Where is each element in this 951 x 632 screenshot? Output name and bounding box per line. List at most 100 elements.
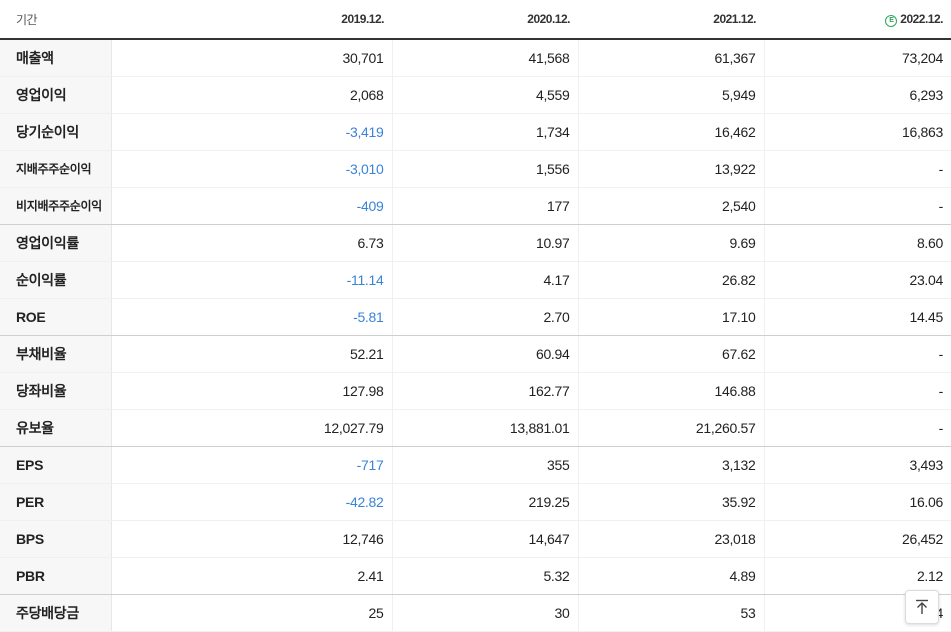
table-cell: 8.60 (764, 224, 951, 262)
table-cell: -717 (111, 446, 393, 484)
row-label: EPS (0, 446, 112, 484)
row-label: 영업이익률 (0, 224, 112, 262)
table-cell: 26,452 (764, 520, 951, 558)
table-cell: - (764, 409, 951, 447)
row-label: 주당배당금 (0, 594, 112, 632)
table-row: PER -42.82 219.25 35.92 16.06 (0, 483, 951, 521)
table-cell: -3,010 (111, 150, 393, 188)
table-cell: 4,559 (392, 76, 579, 114)
year-header: 2020.12. (392, 0, 578, 40)
table-row: BPS 12,746 14,647 23,018 26,452 (0, 520, 951, 558)
arrow-up-to-top-icon (916, 599, 928, 614)
table-cell: 4.17 (392, 261, 579, 299)
table-cell: 16,863 (764, 113, 951, 151)
table-cell: 162.77 (392, 372, 579, 410)
table-cell: 61,367 (578, 39, 765, 77)
table-cell: 13,881.01 (392, 409, 579, 447)
table-cell: 1,556 (392, 150, 579, 188)
table-row: EPS -717 355 3,132 3,493 (0, 446, 951, 484)
table-cell: -5.81 (111, 298, 393, 336)
table-row: 지배주주순이익 -3,010 1,556 13,922- (0, 150, 951, 188)
table-cell: 2.70 (392, 298, 579, 336)
table-row: PBR 2.41 5.32 4.89 2.12 (0, 557, 951, 595)
table-cell: 146.88 (578, 372, 765, 410)
table-row: 영업이익률 6.73 10.97 9.69 8.60 (0, 224, 951, 262)
table-cell: 12,027.79 (111, 409, 393, 447)
table-cell: 21,260.57 (578, 409, 765, 447)
table-cell: 23,018 (578, 520, 765, 558)
header-row: 기간 2019.12. 2020.12. 2021.12. E 2022.12. (0, 0, 951, 40)
table-row: 매출액 30,701 41,568 61,367 73,204 (0, 39, 951, 77)
row-label: PBR (0, 557, 112, 595)
table-cell: 53 (578, 594, 765, 632)
table-row: 순이익률 -11.14 4.17 26.82 23.04 (0, 261, 951, 299)
table-cell: 6.73 (111, 224, 393, 262)
table-row: 부채비율 52.21 60.94 67.62- (0, 335, 951, 373)
table-cell: 10.97 (392, 224, 579, 262)
table-cell: -42.82 (111, 483, 393, 521)
table-cell: 12,746 (111, 520, 393, 558)
year-header-estimate: E 2022.12. (764, 0, 951, 40)
table-cell: 14.45 (764, 298, 951, 336)
table-cell: 5.32 (392, 557, 579, 595)
table-row: 당좌비율 127.98 162.77 146.88- (0, 372, 951, 410)
table-row: 비지배주주순이익 -409 177 2,540- (0, 187, 951, 225)
table-cell: 41,568 (392, 39, 579, 77)
table-cell: 355 (392, 446, 579, 484)
table-cell: 23.04 (764, 261, 951, 299)
table-cell: 2.41 (111, 557, 393, 595)
table-cell: - (764, 150, 951, 188)
table-cell: 30 (392, 594, 579, 632)
row-label: 비지배주주순이익 (0, 187, 112, 225)
table-cell: - (764, 187, 951, 225)
year-header: 2019.12. (111, 0, 392, 40)
table-cell: 1,734 (392, 113, 579, 151)
table-cell: 35.92 (578, 483, 765, 521)
table-cell: 4.89 (578, 557, 765, 595)
table-cell: -409 (111, 187, 393, 225)
table-cell: 3,132 (578, 446, 765, 484)
row-label: 당좌비율 (0, 372, 112, 410)
table-cell: 67.62 (578, 335, 765, 373)
table-row: ROE -5.81 2.70 17.10 14.45 (0, 298, 951, 336)
table-cell: 73,204 (764, 39, 951, 77)
table-cell: -11.14 (111, 261, 393, 299)
table-cell: 26.82 (578, 261, 765, 299)
row-label: 순이익률 (0, 261, 112, 299)
table-cell: -3,419 (111, 113, 393, 151)
table-cell: 30,701 (111, 39, 393, 77)
row-label: 부채비율 (0, 335, 112, 373)
estimate-icon: E (885, 14, 898, 27)
year-header-label: 2022.12. (900, 11, 943, 26)
row-label: BPS (0, 520, 112, 558)
table-cell: 177 (392, 187, 579, 225)
table-row: 당기순이익 -3,419 1,734 16,462 16,863 (0, 113, 951, 151)
table-cell: - (764, 335, 951, 373)
row-label: ROE (0, 298, 112, 336)
table-cell: 14,647 (392, 520, 579, 558)
table-row: 유보율 12,027.79 13,881.01 21,260.57- (0, 409, 951, 447)
row-label: 영업이익 (0, 76, 112, 114)
table-cell: - (764, 372, 951, 410)
table-cell: 6,293 (764, 76, 951, 114)
table-cell: 52.21 (111, 335, 393, 373)
table-cell: 2,540 (578, 187, 765, 225)
table-cell: 60.94 (392, 335, 579, 373)
table-cell: 2.12 (764, 557, 951, 595)
table-cell: 17.10 (578, 298, 765, 336)
table-cell: 219.25 (392, 483, 579, 521)
row-label: 당기순이익 (0, 113, 112, 151)
table-cell: 2,068 (111, 76, 393, 114)
table-cell: 9.69 (578, 224, 765, 262)
table-cell: 16.06 (764, 483, 951, 521)
table-cell: 5,949 (578, 76, 765, 114)
table-row: 영업이익 2,068 4,559 5,949 6,293 (0, 76, 951, 114)
scroll-top-button[interactable] (905, 590, 939, 624)
table-cell: 25 (111, 594, 393, 632)
row-label: 매출액 (0, 39, 112, 77)
table-cell: 3,493 (764, 446, 951, 484)
table-cell: 127.98 (111, 372, 393, 410)
period-header: 기간 (0, 0, 111, 40)
row-label: PER (0, 483, 112, 521)
